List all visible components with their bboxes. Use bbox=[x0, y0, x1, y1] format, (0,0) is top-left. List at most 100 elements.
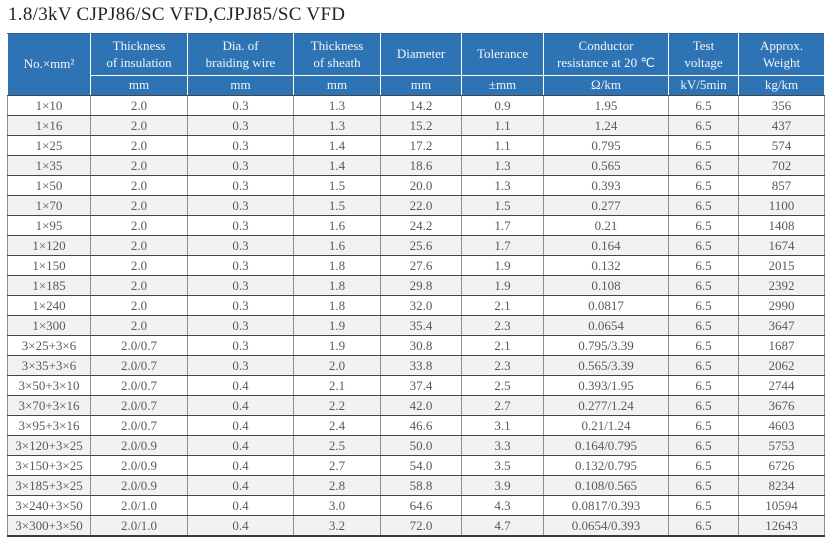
value-cell: 1.6 bbox=[293, 215, 381, 236]
value-cell: 0.3 bbox=[187, 255, 294, 276]
value-cell: 2.0 bbox=[90, 215, 188, 236]
value-cell: 20.0 bbox=[380, 175, 462, 196]
value-cell: 3.0 bbox=[293, 495, 381, 516]
value-cell: 2.0/0.7 bbox=[90, 335, 188, 356]
value-cell: 1.7 bbox=[461, 215, 544, 236]
value-cell: 1408 bbox=[738, 215, 825, 236]
value-cell: 1.5 bbox=[461, 195, 544, 216]
value-cell: 3676 bbox=[738, 395, 825, 416]
header-unit-row: mm mm mm mm ±mm Ω/km kV/5min kg/km bbox=[8, 75, 825, 96]
cable-spec-table: No.×mm² Thickness of insulation Dia. of b… bbox=[7, 33, 825, 537]
table-row: 1×185 2.0 0.3 1.8 29.8 1.9 0.108 6.5 2392 bbox=[7, 275, 825, 296]
value-cell: 2.0 bbox=[293, 355, 381, 376]
size-cell: 3×240+3×50 bbox=[7, 495, 91, 516]
column-header: Tolerance bbox=[461, 33, 544, 76]
value-cell: 3647 bbox=[738, 315, 825, 336]
value-cell: 0.164/0.795 bbox=[543, 435, 669, 456]
value-cell: 0.565 bbox=[543, 155, 669, 176]
value-cell: 2.4 bbox=[293, 415, 381, 436]
value-cell: 1.9 bbox=[293, 335, 381, 356]
value-cell: 2062 bbox=[738, 355, 825, 376]
value-cell: 0.3 bbox=[187, 335, 294, 356]
value-cell: 22.0 bbox=[380, 195, 462, 216]
column-unit: mm bbox=[90, 75, 188, 96]
value-cell: 6726 bbox=[738, 455, 825, 476]
value-cell: 14.2 bbox=[380, 95, 462, 116]
value-cell: 33.8 bbox=[380, 355, 462, 376]
value-cell: 0.132/0.795 bbox=[543, 455, 669, 476]
column-header: Thickness of sheath bbox=[293, 33, 381, 76]
table-row: 1×10 2.0 0.3 1.3 14.2 0.9 1.95 6.5 356 bbox=[7, 95, 825, 116]
value-cell: 1.95 bbox=[543, 95, 669, 116]
size-cell: 3×35+3×6 bbox=[7, 355, 91, 376]
size-cell: 3×300+3×50 bbox=[7, 515, 91, 537]
value-cell: 0.3 bbox=[187, 235, 294, 256]
value-cell: 1.8 bbox=[293, 275, 381, 296]
value-cell: 1.6 bbox=[293, 235, 381, 256]
value-cell: 27.6 bbox=[380, 255, 462, 276]
table-row: 3×300+3×50 2.0/1.0 0.4 3.2 72.0 4.7 0.0654/0.3… bbox=[7, 515, 825, 537]
value-cell: 3.3 bbox=[461, 435, 544, 456]
size-cell: 1×185 bbox=[7, 275, 91, 296]
value-cell: 0.0654/0.393 bbox=[543, 515, 669, 537]
value-cell: 0.4 bbox=[187, 395, 294, 416]
value-cell: 3.2 bbox=[293, 515, 381, 537]
size-cell: 1×16 bbox=[7, 115, 91, 136]
value-cell: 6.5 bbox=[668, 235, 739, 256]
value-cell: 1.9 bbox=[461, 275, 544, 296]
value-cell: 2.0 bbox=[90, 115, 188, 136]
value-cell: 17.2 bbox=[380, 135, 462, 156]
value-cell: 0.3 bbox=[187, 355, 294, 376]
value-cell: 2.5 bbox=[461, 375, 544, 396]
value-cell: 0.21/1.24 bbox=[543, 415, 669, 436]
value-cell: 1.24 bbox=[543, 115, 669, 136]
value-cell: 37.4 bbox=[380, 375, 462, 396]
column-header: Thickness of insulation bbox=[90, 33, 188, 76]
value-cell: 3.9 bbox=[461, 475, 544, 496]
value-cell: 2.0 bbox=[90, 135, 188, 156]
value-cell: 1.9 bbox=[293, 315, 381, 336]
column-unit: Ω/km bbox=[543, 75, 669, 96]
value-cell: 2.0 bbox=[90, 195, 188, 216]
size-cell: 3×70+3×16 bbox=[7, 395, 91, 416]
table-row: 1×120 2.0 0.3 1.6 25.6 1.7 0.164 6.5 1674 bbox=[7, 235, 825, 256]
value-cell: 0.3 bbox=[187, 135, 294, 156]
value-cell: 702 bbox=[738, 155, 825, 176]
size-cell: 1×70 bbox=[7, 195, 91, 216]
value-cell: 6.5 bbox=[668, 275, 739, 296]
value-cell: 6.5 bbox=[668, 495, 739, 516]
value-cell: 2.0 bbox=[90, 315, 188, 336]
value-cell: 15.2 bbox=[380, 115, 462, 136]
value-cell: 1.5 bbox=[293, 195, 381, 216]
size-cell: 3×150+3×25 bbox=[7, 455, 91, 476]
value-cell: 2.1 bbox=[293, 375, 381, 396]
value-cell: 6.5 bbox=[668, 515, 739, 537]
column-header: Test voltage bbox=[668, 33, 739, 76]
value-cell: 1.1 bbox=[461, 135, 544, 156]
value-cell: 2.0 bbox=[90, 235, 188, 256]
value-cell: 0.3 bbox=[187, 215, 294, 236]
column-header-size: No.×mm² bbox=[7, 33, 91, 96]
value-cell: 6.5 bbox=[668, 195, 739, 216]
value-cell: 0.393/1.95 bbox=[543, 375, 669, 396]
value-cell: 0.108 bbox=[543, 275, 669, 296]
size-cell: 1×35 bbox=[7, 155, 91, 176]
value-cell: 0.108/0.565 bbox=[543, 475, 669, 496]
value-cell: 32.0 bbox=[380, 295, 462, 316]
size-cell: 1×240 bbox=[7, 295, 91, 316]
value-cell: 1.4 bbox=[293, 135, 381, 156]
table-row: 3×50+3×10 2.0/0.7 0.4 2.1 37.4 2.5 0.393/1.95 6… bbox=[7, 375, 825, 396]
value-cell: 2.5 bbox=[293, 435, 381, 456]
size-cell: 1×10 bbox=[7, 95, 91, 116]
column-unit: kV/5min bbox=[668, 75, 739, 96]
size-cell: 1×95 bbox=[7, 215, 91, 236]
column-header: Conductor resistance at 20 ℃ bbox=[543, 33, 669, 76]
column-header: Approx. Weight bbox=[738, 33, 825, 76]
value-cell: 2.2 bbox=[293, 395, 381, 416]
value-cell: 0.795 bbox=[543, 135, 669, 156]
value-cell: 2392 bbox=[738, 275, 825, 296]
size-cell: 3×25+3×6 bbox=[7, 335, 91, 356]
value-cell: 2.3 bbox=[461, 315, 544, 336]
value-cell: 0.0654 bbox=[543, 315, 669, 336]
value-cell: 2990 bbox=[738, 295, 825, 316]
